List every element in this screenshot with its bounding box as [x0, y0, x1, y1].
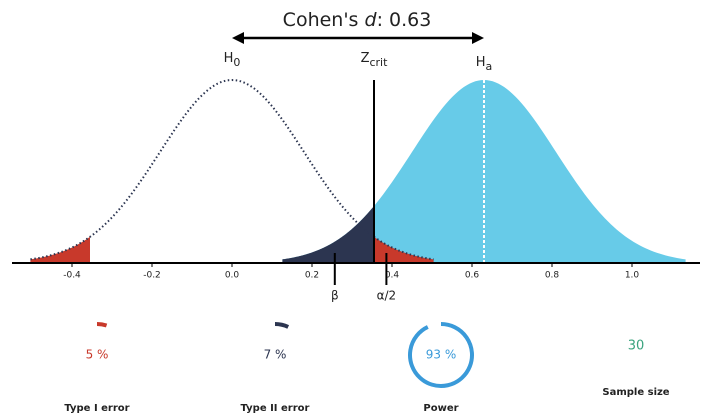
critical-label-main: Z: [361, 51, 370, 66]
marker-label: α/2: [377, 289, 397, 303]
null-label-sub: 0: [233, 56, 240, 69]
alpha-right: [374, 236, 434, 263]
x-tick-label: -0.2: [143, 271, 161, 281]
x-tick-label: 1.0: [625, 271, 640, 281]
gauge-label: Power: [423, 403, 458, 414]
chart-title: Cohen's d: 0.63: [283, 9, 432, 31]
arrow-head-left: [232, 32, 244, 44]
gauge-arc: [96, 322, 108, 328]
alpha-left: [30, 236, 90, 263]
gauge-label: Type II error: [241, 403, 310, 414]
null-label-main: H: [224, 51, 234, 66]
marker-label: β: [331, 289, 339, 303]
x-tick-label: 0.4: [385, 271, 400, 281]
gauge-arc: [274, 322, 290, 329]
alt-label: Ha: [476, 55, 493, 74]
title-symbol: d: [365, 9, 378, 31]
gauge-value: 5 %: [86, 348, 109, 362]
beta-region: [282, 206, 374, 263]
x-tick-label: 0.2: [305, 271, 319, 281]
x-tick-label: 0.8: [545, 271, 560, 281]
critical-label-sub: crit: [369, 56, 388, 69]
x-tick-label: 0.0: [225, 271, 240, 281]
critical-label: Zcrit: [361, 51, 389, 70]
stat-value: 30: [628, 339, 645, 354]
null-label: H0: [224, 51, 241, 70]
alt-label-main: H: [476, 55, 486, 70]
null-distribution: [30, 78, 434, 261]
effect-size: 0.63: [389, 9, 431, 31]
title-prefix: Cohen's: [283, 9, 365, 31]
gauge-value: 93 %: [426, 348, 457, 362]
gauge-arc: [408, 322, 474, 388]
gauge-value: 7 %: [264, 348, 287, 362]
arrow-head-right: [472, 32, 484, 44]
alt-label-sub: a: [486, 60, 493, 73]
x-tick-label: -0.4: [63, 271, 81, 281]
stat-label: Sample size: [602, 387, 669, 398]
gauge-label: Type I error: [64, 403, 129, 414]
title-suffix: :: [377, 9, 389, 31]
x-tick-label: 0.6: [465, 271, 480, 281]
